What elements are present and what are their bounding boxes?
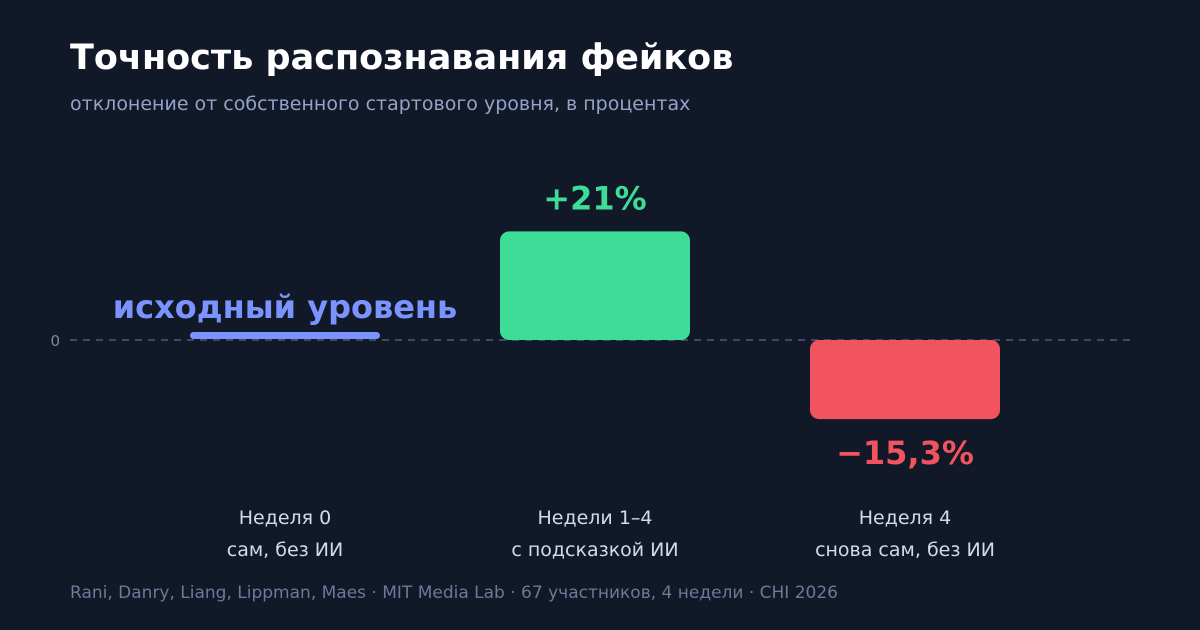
chart-title: Точность распознавания фейков: [70, 38, 734, 78]
chart-subtitle: отклонение от собственного стартового ур…: [70, 93, 691, 115]
category-label-3-line2: снова сам, без ИИ: [815, 539, 995, 561]
baseline-label: исходный уровень: [113, 288, 458, 326]
baseline-marker: [190, 332, 380, 339]
bar-2: [500, 231, 690, 340]
category-label-2-line2: с подсказкой ИИ: [511, 539, 678, 561]
source-footer: Rani, Danry, Liang, Lippman, Maes · MIT …: [70, 583, 838, 603]
value-label-2: +21%: [543, 179, 646, 217]
zero-tick-label: 0: [50, 332, 60, 350]
category-label-3-line1: Неделя 4: [859, 507, 952, 529]
category-label-1-line1: Неделя 0: [239, 507, 332, 529]
category-label-1-line2: сам, без ИИ: [227, 539, 343, 561]
category-label-2-line1: Недели 1–4: [537, 507, 652, 529]
value-label-3: −15,3%: [836, 434, 974, 472]
bar-3: [810, 340, 1000, 420]
